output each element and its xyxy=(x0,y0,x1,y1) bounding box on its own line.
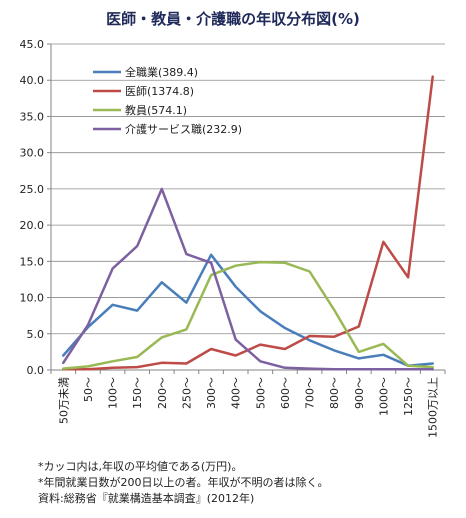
series-line xyxy=(62,187,434,371)
x-tick-label: 300〜 xyxy=(205,377,218,409)
chart-title: 医師・教員・介護職の年収分布図(%) xyxy=(106,10,360,28)
series-lines xyxy=(62,75,434,371)
x-tick-labels: 50万未満 50〜 100〜 150〜 200〜 250〜 300〜 400〜 500〜 600〜… xyxy=(57,377,439,438)
x-tick-label: 900〜 xyxy=(353,377,366,409)
y-tick-label: 0.0 xyxy=(27,364,45,377)
x-tick-label: 1000〜 xyxy=(377,377,390,416)
x-tick-label: 400〜 xyxy=(230,377,243,409)
x-tick-label: 250〜 xyxy=(180,377,193,409)
y-tick-label: 10.0 xyxy=(20,292,45,305)
y-tick-label: 20.0 xyxy=(20,219,45,232)
x-tick-label: 50〜 xyxy=(82,377,95,402)
y-tick-label: 15.0 xyxy=(20,255,45,268)
y-tick-label: 5.0 xyxy=(27,328,45,341)
x-tick-label: 700〜 xyxy=(304,377,317,409)
footnote-condition: *年間就業日数が200日以上の者。年収が不明の者は除く。 xyxy=(38,476,329,489)
plot-area xyxy=(51,44,445,370)
x-tick-label: 50万未満 xyxy=(57,377,70,424)
x-tick-label: 600〜 xyxy=(279,377,292,409)
x-tick-label: 500〜 xyxy=(254,377,267,409)
footnote-average: *カッコ内は,年収の平均値である(万円)。 xyxy=(38,460,243,473)
x-tick-label: 200〜 xyxy=(156,377,169,409)
y-tick-label: 45.0 xyxy=(20,38,45,51)
legend-label: 全職業(389.4) xyxy=(125,65,198,79)
legend-label: 医師(1374.8) xyxy=(125,85,194,98)
x-tick-label: 100〜 xyxy=(107,377,120,409)
y-tick-label: 25.0 xyxy=(20,183,45,196)
y-tick-label: 30.0 xyxy=(20,147,45,160)
series-line xyxy=(62,260,434,370)
footnote-source: 資料:総務省『就業構造基本調査』(2012年) xyxy=(38,492,255,505)
series-line xyxy=(62,253,434,367)
y-tick-labels: 0.0 5.0 10.0 15.0 20.0 25.0 30.0 35.0 40.0 45.0 xyxy=(20,38,45,377)
y-tick-label: 35.0 xyxy=(20,110,45,123)
x-tick-label: 150〜 xyxy=(131,377,144,409)
legend: 全職業(389.4) 医師(1374.8) 教員(574.1) 介護サービス職(232… xyxy=(93,65,242,136)
legend-label: 介護サービス職(232.9) xyxy=(125,122,242,136)
x-tick-label: 800〜 xyxy=(328,377,341,409)
legend-label: 教員(574.1) xyxy=(125,104,187,117)
y-tick-label: 40.0 xyxy=(20,74,45,87)
x-tick-label: 1250〜 xyxy=(402,377,415,416)
x-tick-label: 1500万以上 xyxy=(427,377,440,438)
